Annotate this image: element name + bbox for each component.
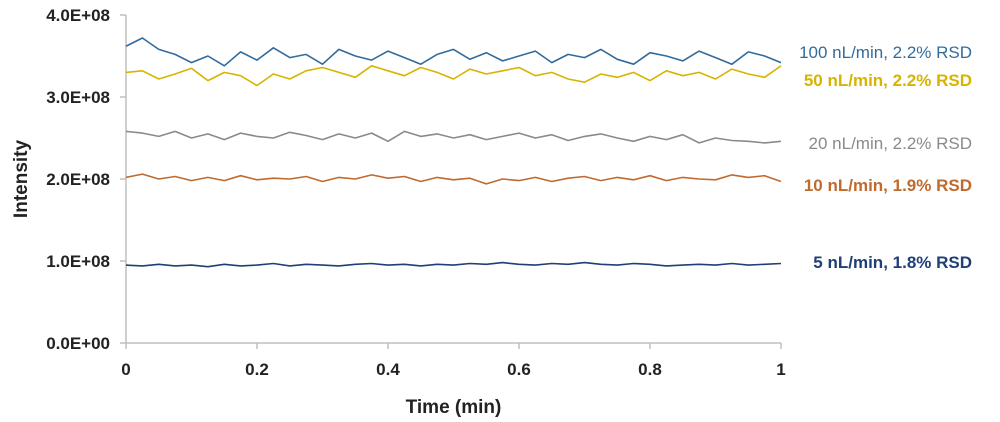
series-line-2 xyxy=(125,130,782,144)
series-line-4 xyxy=(125,261,782,268)
series-label-3: 10 nL/min, 1.9% RSD xyxy=(804,176,972,195)
y-tick-label: 1.0E+08 xyxy=(46,252,110,271)
series-label-1: 50 nL/min, 2.2% RSD xyxy=(804,71,972,90)
series-line-1 xyxy=(125,65,782,87)
y-tick-label: 2.0E+08 xyxy=(46,170,110,189)
series-line-0 xyxy=(125,37,782,67)
x-tick-label: 0.4 xyxy=(376,360,400,379)
y-tick-label: 4.0E+08 xyxy=(46,6,110,25)
series-line-3 xyxy=(125,173,782,185)
x-tick-label: 0.8 xyxy=(638,360,662,379)
series-label-2: 20 nL/min, 2.2% RSD xyxy=(809,134,972,153)
y-tick-label: 3.0E+08 xyxy=(46,88,110,107)
series-label-4: 5 nL/min, 1.8% RSD xyxy=(813,253,972,272)
x-tick-label: 0.6 xyxy=(507,360,531,379)
x-tick-label: 0.2 xyxy=(245,360,269,379)
x-axis-title: Time (min) xyxy=(406,397,502,418)
x-tick-label: 0 xyxy=(121,360,130,379)
x-tick-label: 1 xyxy=(776,360,785,379)
y-tick-label: 0.0E+00 xyxy=(46,334,110,353)
series-label-0: 100 nL/min, 2.2% RSD xyxy=(799,43,972,62)
y-axis-title: Intensity xyxy=(11,140,32,219)
